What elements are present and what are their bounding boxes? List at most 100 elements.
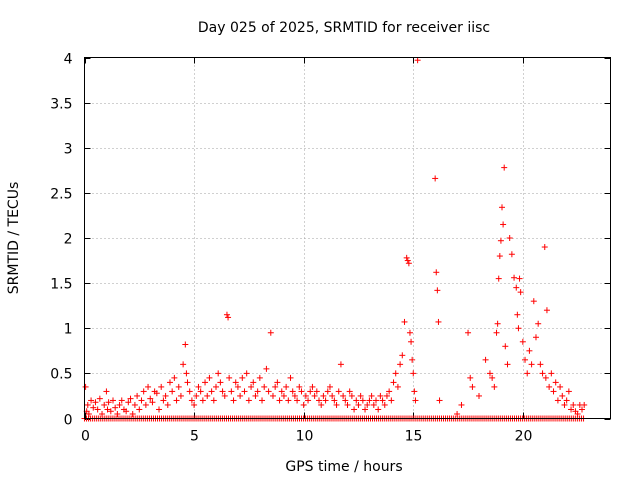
data-point: [486, 370, 493, 377]
data-point: [458, 401, 465, 408]
data-point: [528, 361, 535, 368]
data-point: [404, 257, 411, 264]
data-point: [495, 275, 502, 282]
data-point: [311, 392, 318, 399]
data-point: [435, 318, 442, 325]
data-point: [524, 370, 531, 377]
data-point: [541, 244, 548, 251]
data-point: [112, 404, 119, 411]
data-point: [482, 356, 489, 363]
data-point: [408, 338, 415, 345]
data-point: [546, 383, 553, 390]
data-point: [502, 343, 509, 350]
data-point: [381, 401, 388, 408]
data-point: [285, 397, 292, 404]
data-point: [372, 397, 379, 404]
data-point: [263, 365, 270, 372]
data-point: [276, 397, 283, 404]
y-axis-label: SRMTID / TECUs: [6, 182, 22, 295]
x-tick-label: 0: [81, 429, 90, 445]
data-point: [248, 383, 255, 390]
data-point: [329, 392, 336, 399]
data-point: [291, 392, 298, 399]
data-point: [208, 388, 215, 395]
data-point: [84, 401, 91, 408]
data-point: [241, 388, 248, 395]
data-point: [340, 392, 347, 399]
data-point: [403, 254, 410, 261]
x-tick-label: 20: [515, 429, 533, 445]
data-point: [353, 397, 360, 404]
data-point: [530, 298, 537, 305]
data-point: [489, 374, 496, 381]
y-tick-label: 1.5: [50, 277, 72, 293]
data-point: [287, 374, 294, 381]
x-tick-label: 5: [190, 429, 199, 445]
data-point: [274, 379, 281, 386]
data-point: [318, 401, 325, 408]
data-point: [134, 392, 141, 399]
data-point: [511, 274, 518, 281]
data-point: [397, 361, 404, 368]
data-point: [228, 388, 235, 395]
data-point: [436, 397, 443, 404]
data-points: [81, 57, 588, 422]
data-point: [160, 397, 167, 404]
data-point: [298, 388, 305, 395]
data-point: [184, 379, 191, 386]
data-point: [116, 401, 123, 408]
data-point: [335, 388, 342, 395]
data-point: [346, 388, 353, 395]
data-point: [548, 370, 555, 377]
data-point: [432, 175, 439, 182]
data-point: [493, 329, 500, 336]
data-point: [99, 410, 106, 417]
data-point: [183, 370, 190, 377]
data-point: [454, 410, 461, 417]
data-point: [250, 379, 257, 386]
data-point: [542, 374, 549, 381]
data-point: [337, 361, 344, 368]
data-point: [433, 269, 440, 276]
data-point: [322, 397, 329, 404]
data-point: [316, 397, 323, 404]
data-point: [399, 352, 406, 359]
data-point: [500, 221, 507, 228]
data-point: [513, 284, 520, 291]
data-point: [283, 383, 290, 390]
data-point: [125, 399, 132, 406]
data-point: [204, 392, 211, 399]
data-point: [467, 374, 474, 381]
data-point: [217, 379, 224, 386]
data-point: [162, 392, 169, 399]
data-point: [256, 374, 263, 381]
data-point: [177, 392, 184, 399]
x-tick-label: 10: [296, 429, 314, 445]
data-point: [104, 406, 111, 413]
data-point: [140, 388, 147, 395]
data-point: [307, 388, 314, 395]
data-point: [364, 401, 371, 408]
data-point: [357, 392, 364, 399]
data-point: [522, 356, 529, 363]
data-point: [131, 401, 138, 408]
data-point: [191, 401, 198, 408]
data-point: [195, 383, 202, 390]
data-point: [243, 370, 250, 377]
data-point: [265, 388, 272, 395]
data-point: [234, 383, 241, 390]
data-point: [153, 390, 160, 397]
data-point: [221, 392, 228, 399]
data-point: [570, 401, 577, 408]
data-point: [559, 392, 566, 399]
data-point: [535, 320, 542, 327]
data-point: [123, 408, 130, 415]
data-point: [136, 406, 143, 413]
data-point: [180, 361, 187, 368]
data-point: [278, 388, 285, 395]
data-point: [280, 392, 287, 399]
data-point: [225, 314, 232, 321]
data-point: [344, 401, 351, 408]
data-point: [164, 401, 171, 408]
x-axis-label: GPS time / hours: [285, 459, 402, 475]
